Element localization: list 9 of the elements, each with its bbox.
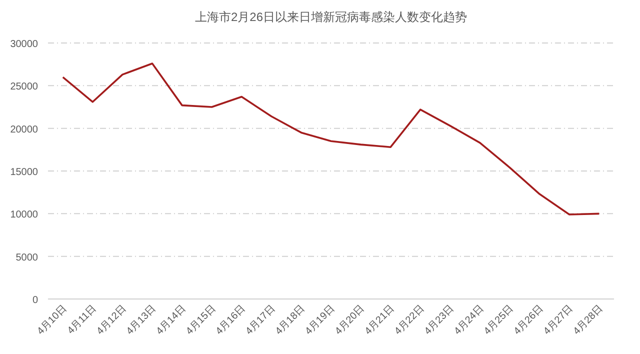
y-tick-label: 20000 xyxy=(10,124,38,136)
y-tick-label: 0 xyxy=(32,295,38,306)
y-tick-label: 10000 xyxy=(10,210,38,221)
chart-title: 上海市2月26日以来日增新冠病毒感染人数变化趋势 xyxy=(194,10,468,24)
y-tick-label: 30000 xyxy=(10,39,38,50)
y-tick-label: 5000 xyxy=(16,252,38,264)
y-tick-label: 25000 xyxy=(10,82,38,93)
y-tick-label: 15000 xyxy=(10,167,38,178)
line-series xyxy=(62,62,600,216)
